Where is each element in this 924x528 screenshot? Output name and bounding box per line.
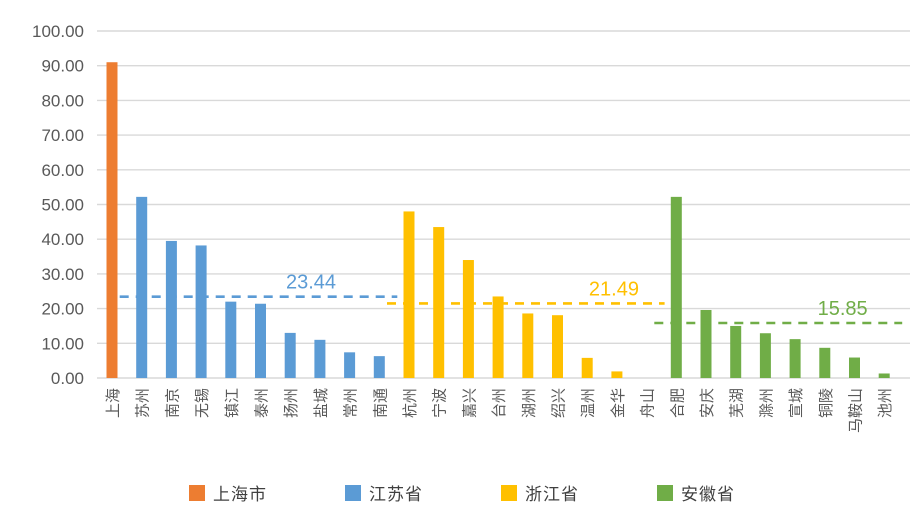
legend-label-shanghai: 上海市 xyxy=(213,485,267,504)
legend-item-anhui: 安徽省 xyxy=(657,480,735,505)
bar-芜湖 xyxy=(730,325,742,378)
bar-常州 xyxy=(344,352,356,378)
x-tick-label-上海: 上海 xyxy=(105,388,122,418)
x-tick-label-苏州: 苏州 xyxy=(135,388,152,418)
x-tick-label-南京: 南京 xyxy=(164,388,181,418)
x-tick-label-常州: 常州 xyxy=(343,388,360,418)
bar-宣城 xyxy=(789,339,801,378)
y-tick-label: 70.00 xyxy=(41,126,84,145)
average-label-安徽省: 15.85 xyxy=(818,298,868,320)
bar-台州 xyxy=(492,296,504,378)
x-tick-label-芜湖: 芜湖 xyxy=(729,388,746,418)
x-tick-label-镇江: 镇江 xyxy=(224,388,241,418)
average-label-江苏省: 23.44 xyxy=(286,272,336,294)
legend-swatch-zhejiang xyxy=(501,484,517,501)
y-tick-label: 40.00 xyxy=(41,230,84,249)
bar-滁州 xyxy=(759,333,771,378)
legend-item-jiangsu: 江苏省 xyxy=(345,480,423,505)
legend-label-zhejiang: 浙江省 xyxy=(525,485,579,504)
x-tick-label-泰州: 泰州 xyxy=(254,388,271,418)
bar-苏州 xyxy=(136,196,148,378)
y-tick-label: 20.00 xyxy=(41,300,84,319)
legend-item-shanghai: 上海市 xyxy=(189,480,267,505)
x-tick-label-舟山: 舟山 xyxy=(640,388,657,418)
x-tick-label-南通: 南通 xyxy=(372,388,389,418)
x-tick-label-绍兴: 绍兴 xyxy=(551,388,568,418)
x-tick-label-嘉兴: 嘉兴 xyxy=(461,388,478,418)
y-tick-label: 30.00 xyxy=(41,265,84,284)
y-tick-label: 10.00 xyxy=(41,334,84,353)
legend-swatch-shanghai xyxy=(189,484,205,501)
bar-上海 xyxy=(106,62,118,378)
x-tick-label-合肥: 合肥 xyxy=(669,388,686,418)
x-tick-label-安庆: 安庆 xyxy=(699,388,716,418)
average-label-浙江省: 21.49 xyxy=(589,278,639,300)
bar-绍兴 xyxy=(552,315,563,378)
bar-镇江 xyxy=(225,301,237,378)
x-tick-label-宣城: 宣城 xyxy=(788,388,805,418)
x-tick-label-马鞍山: 马鞍山 xyxy=(848,388,865,433)
bar-扬州 xyxy=(284,332,296,378)
x-tick-label-台州: 台州 xyxy=(491,388,508,418)
legend: 上海市 江苏省 浙江省 安徽省 xyxy=(0,480,924,505)
x-tick-label-杭州: 杭州 xyxy=(402,388,419,418)
bar-池州 xyxy=(878,373,890,378)
y-tick-label: 60.00 xyxy=(41,161,84,180)
legend-label-anhui: 安徽省 xyxy=(681,485,735,504)
bar-铜陵 xyxy=(819,347,831,378)
bar-泰州 xyxy=(255,303,266,378)
legend-swatch-jiangsu xyxy=(345,484,361,501)
x-tick-label-盐城: 盐城 xyxy=(313,388,330,418)
x-tick-label-扬州: 扬州 xyxy=(283,388,300,418)
bar-湖州 xyxy=(522,313,534,378)
y-tick-label: 100.00 xyxy=(32,22,84,41)
bar-合肥 xyxy=(670,196,682,378)
x-tick-label-池州: 池州 xyxy=(877,388,894,418)
y-tick-label: 0.00 xyxy=(51,369,84,388)
y-tick-label: 80.00 xyxy=(41,91,84,110)
bar-杭州 xyxy=(403,211,415,378)
x-tick-label-宁波: 宁波 xyxy=(432,388,449,418)
x-tick-label-温州: 温州 xyxy=(580,388,597,418)
bar-金华 xyxy=(611,371,623,378)
x-tick-label-无锡: 无锡 xyxy=(194,388,211,418)
legend-swatch-anhui xyxy=(657,484,673,501)
legend-item-zhejiang: 浙江省 xyxy=(501,480,579,505)
bar-南京 xyxy=(165,240,177,378)
y-tick-label: 50.00 xyxy=(41,196,84,215)
bar-无锡 xyxy=(195,245,207,378)
plot-area: 0.00 10.00 20.00 30.00 40.00 50.00 60.00 70.00 8… xyxy=(32,22,910,433)
bar-安庆 xyxy=(700,309,712,378)
x-tick-label-湖州: 湖州 xyxy=(521,388,538,418)
legend-label-jiangsu: 江苏省 xyxy=(369,485,423,504)
bar-马鞍山 xyxy=(849,357,860,378)
bar-盐城 xyxy=(314,339,326,378)
x-tick-label-铜陵: 铜陵 xyxy=(818,388,835,418)
bar-嘉兴 xyxy=(462,260,474,378)
y-tick-label: 90.00 xyxy=(41,57,84,76)
x-tick-label-金华: 金华 xyxy=(610,388,627,418)
bar-南通 xyxy=(373,356,385,378)
bar-温州 xyxy=(581,357,593,378)
x-tick-label-滁州: 滁州 xyxy=(758,388,775,418)
